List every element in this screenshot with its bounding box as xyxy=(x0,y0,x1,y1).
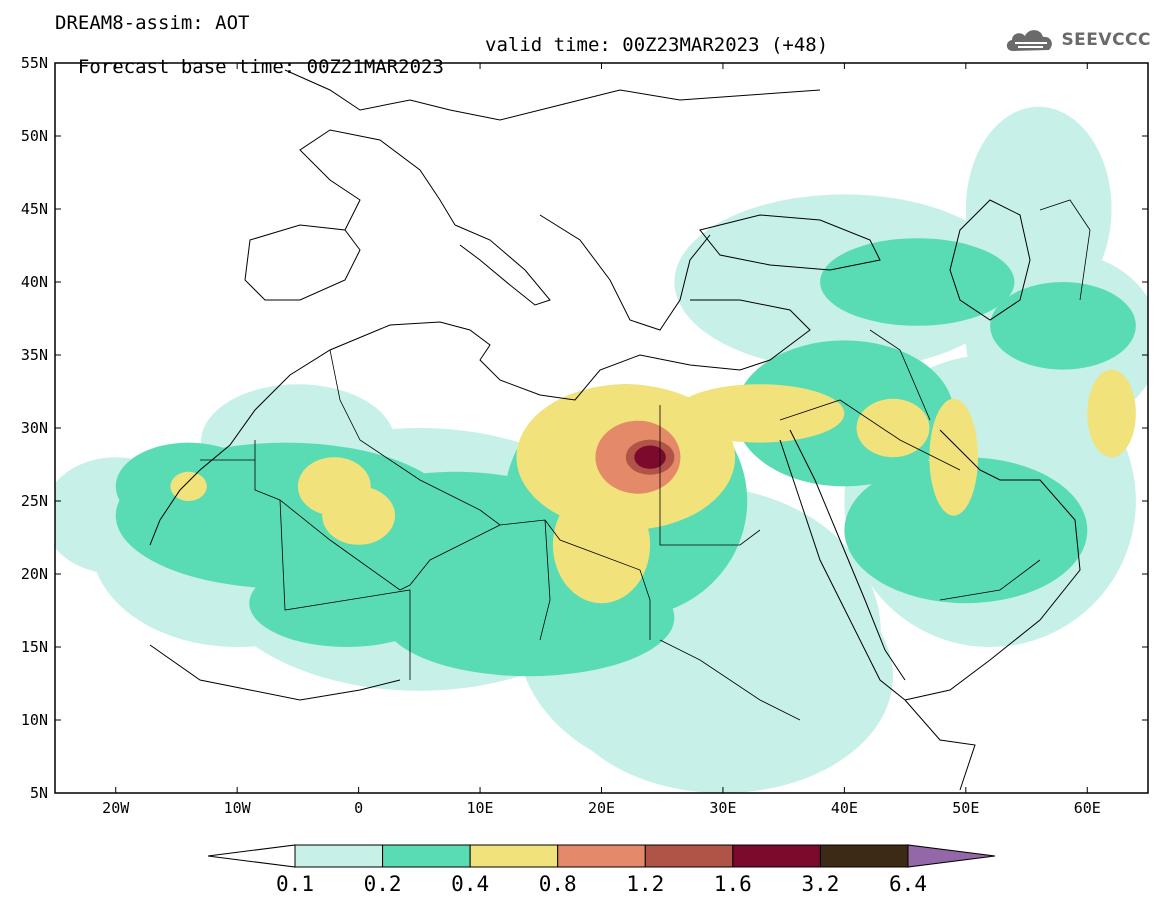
colorbar-swatch xyxy=(819,844,909,868)
lat-label: 50N xyxy=(20,127,48,145)
lon-label: 20E xyxy=(587,799,616,817)
seevccc-logo: SEEVCCC xyxy=(1003,24,1151,56)
lon-label: 50E xyxy=(952,799,980,817)
valid-time: valid time: 00Z23MAR2023 (+48) xyxy=(485,34,829,56)
caspian-coast xyxy=(949,199,1031,321)
aot-level-3-region xyxy=(170,471,207,501)
colorbar-swatch xyxy=(557,844,646,868)
lat-label: 20N xyxy=(20,565,48,583)
border-8 xyxy=(779,399,961,471)
border-12 xyxy=(659,639,801,721)
lon-label: 30E xyxy=(709,799,737,817)
iberia-coast xyxy=(244,224,361,301)
lon-label: 10E xyxy=(466,799,494,817)
border-9 xyxy=(869,329,931,421)
colorbar-label: 0.8 xyxy=(538,872,577,896)
lat-label: 35N xyxy=(20,346,48,364)
colorbar-label: 0.4 xyxy=(451,872,490,896)
lat-label: 55N xyxy=(20,54,48,72)
lon-label: 40E xyxy=(830,799,858,817)
colorbar-swatch xyxy=(732,844,821,868)
border-5 xyxy=(659,405,761,546)
cloud-icon xyxy=(1007,30,1053,51)
aot-level-3-region xyxy=(856,398,930,458)
red-sea-west xyxy=(779,439,906,701)
lat-label: 40N xyxy=(20,273,48,291)
logo-text: SEEVCCC xyxy=(1061,30,1151,50)
lon-label: 10W xyxy=(223,799,251,817)
aot-level-3-region xyxy=(322,486,396,545)
colorbar-swatch xyxy=(644,844,734,868)
aot-level-1-region xyxy=(965,106,1112,312)
italy-coast xyxy=(454,224,551,306)
lat-label: 45N xyxy=(20,200,48,218)
black-sea-coast xyxy=(699,214,881,271)
turkey-coast xyxy=(690,299,811,346)
aot-level-3-region xyxy=(552,486,651,604)
colorbar-swatch xyxy=(294,844,384,868)
coastlines-and-borders xyxy=(149,69,1091,791)
border-2 xyxy=(399,524,501,591)
lon-label: 0 xyxy=(354,799,364,817)
border-7 xyxy=(539,519,551,641)
lat-label: 15N xyxy=(20,638,48,656)
border-3 xyxy=(329,349,546,526)
aot-level-2-region xyxy=(820,238,1015,326)
aot-level-2-region xyxy=(249,559,444,647)
border-4 xyxy=(544,519,651,640)
colorbar-label: 0.1 xyxy=(276,872,314,896)
chart-subtitle: Forecast base time: 00Z21MAR2023 valid t… xyxy=(55,34,828,100)
colorbar-label: 0.2 xyxy=(363,872,402,896)
colorbar-label: 1.6 xyxy=(713,872,752,896)
border-10 xyxy=(939,559,1041,601)
colorbar-label: 1.2 xyxy=(626,872,665,896)
aot-level-3-region xyxy=(674,384,845,443)
dust-aot-field xyxy=(55,106,1148,793)
colorbar xyxy=(207,844,996,868)
colorbar-swatch xyxy=(382,844,471,868)
lat-label: 30N xyxy=(20,419,48,437)
gulf-guinea-coast xyxy=(149,644,401,701)
aot-level-2-region xyxy=(990,282,1136,370)
north-africa-coast xyxy=(149,321,791,546)
lat-label: 10N xyxy=(20,711,48,729)
france-coast xyxy=(299,129,456,231)
axis-ticks xyxy=(55,62,1148,794)
border-6 xyxy=(279,499,411,680)
aot-level-3-region xyxy=(929,398,978,516)
aot-level-6-region xyxy=(634,445,666,469)
colorbar-label: 3.2 xyxy=(801,872,840,896)
lon-label: 20W xyxy=(102,799,130,817)
lon-label: 60E xyxy=(1073,799,1101,817)
arabia-coast xyxy=(904,429,1081,701)
balkans-greece-coast xyxy=(539,214,711,331)
colorbar-over-triangle xyxy=(907,844,996,868)
chart-title: DREAM8-assim: AOT xyxy=(55,12,250,34)
red-sea-east xyxy=(789,429,906,681)
colorbar-under-triangle xyxy=(207,844,296,868)
colorbar-label: 6.4 xyxy=(889,872,927,896)
aot-level-3-region xyxy=(1087,369,1136,458)
aot-level-2-region xyxy=(844,457,1088,604)
lat-label: 5N xyxy=(29,784,48,802)
horn-africa-coast xyxy=(904,699,976,791)
colorbar-swatch xyxy=(469,844,559,868)
base-time: Forecast base time: 00Z21MAR2023 xyxy=(77,56,444,78)
border-11 xyxy=(1039,199,1091,301)
europe-north xyxy=(284,69,821,121)
lat-label: 25N xyxy=(20,492,48,510)
